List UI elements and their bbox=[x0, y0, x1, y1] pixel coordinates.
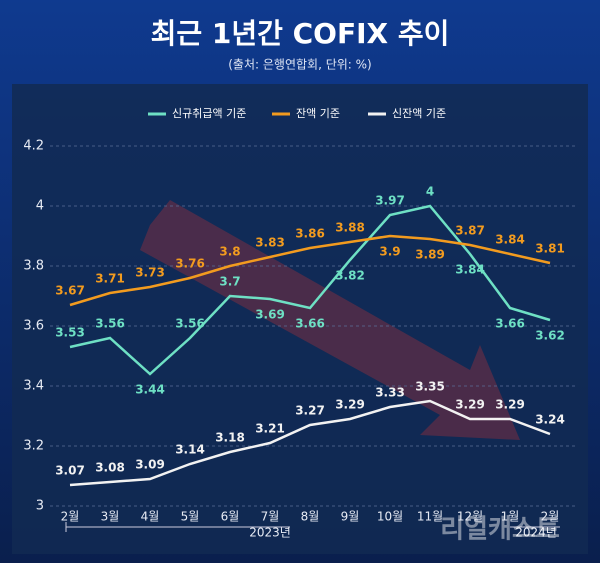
y-tick-label: 4.2 bbox=[23, 139, 44, 154]
data-label: 3.09 bbox=[135, 458, 165, 472]
x-tick-label: 9월 bbox=[341, 510, 360, 524]
y-tick-label: 3 bbox=[36, 499, 44, 514]
chart-subtitle: (출처: 은행연합회, 단위: %) bbox=[228, 57, 371, 72]
data-label: 3.29 bbox=[495, 398, 525, 412]
year-label: 2023년 bbox=[249, 526, 291, 540]
data-label: 3.81 bbox=[535, 242, 565, 256]
data-label: 3.69 bbox=[255, 308, 285, 322]
x-tick-label: 7월 bbox=[261, 510, 280, 524]
data-label: 3.9 bbox=[379, 245, 400, 259]
x-tick-label: 5월 bbox=[181, 510, 200, 524]
data-label: 3.56 bbox=[95, 317, 125, 331]
data-label: 3.88 bbox=[335, 221, 365, 235]
x-tick-label: 8월 bbox=[301, 510, 320, 524]
data-label: 3.27 bbox=[295, 404, 325, 418]
data-label: 3.89 bbox=[415, 248, 445, 262]
legend-label: 잔액 기준 bbox=[296, 107, 340, 120]
y-tick-label: 4 bbox=[36, 199, 44, 214]
data-label: 3.24 bbox=[535, 413, 565, 427]
data-label: 3.67 bbox=[55, 284, 85, 298]
y-tick-label: 3.2 bbox=[23, 439, 44, 454]
data-label: 3.7 bbox=[219, 275, 240, 289]
series-line bbox=[69, 399, 551, 487]
chart-title: 최근 1년간 COFIX 추이 bbox=[151, 17, 450, 50]
decor-arrow bbox=[140, 200, 520, 440]
x-tick-label: 2월 bbox=[61, 510, 80, 524]
series-line bbox=[69, 234, 551, 307]
legend-label: 신규취급액 기준 bbox=[172, 107, 246, 120]
x-tick-label: 1월 bbox=[501, 510, 520, 524]
data-label: 4 bbox=[426, 185, 434, 199]
data-label: 3.66 bbox=[495, 317, 525, 331]
x-tick-label: 12월 bbox=[457, 510, 483, 524]
data-label: 3.07 bbox=[55, 464, 85, 478]
data-label: 3.62 bbox=[535, 329, 565, 343]
data-label: 3.97 bbox=[375, 194, 405, 208]
data-label: 3.84 bbox=[455, 263, 485, 277]
data-label: 3.56 bbox=[175, 317, 205, 331]
data-label: 3.53 bbox=[55, 326, 85, 340]
data-label: 3.8 bbox=[219, 245, 240, 259]
data-label: 3.14 bbox=[175, 443, 205, 457]
data-label: 3.83 bbox=[255, 236, 285, 250]
x-tick-label: 2월 bbox=[541, 510, 560, 524]
data-label: 3.82 bbox=[335, 269, 365, 283]
data-label: 3.35 bbox=[415, 380, 445, 394]
data-label: 3.66 bbox=[295, 317, 325, 331]
data-label: 3.18 bbox=[215, 431, 245, 445]
legend-label: 신잔액 기준 bbox=[392, 107, 446, 120]
series-line bbox=[69, 204, 551, 376]
y-tick-label: 3.4 bbox=[23, 379, 44, 394]
data-label: 3.21 bbox=[255, 422, 285, 436]
plot-panel bbox=[12, 84, 588, 554]
x-tick-label: 4월 bbox=[141, 510, 160, 524]
data-label: 3.08 bbox=[95, 461, 125, 475]
data-label: 3.76 bbox=[175, 257, 205, 271]
data-label: 3.86 bbox=[295, 227, 325, 241]
data-label: 3.87 bbox=[455, 224, 485, 238]
data-label: 3.84 bbox=[495, 233, 525, 247]
data-label: 3.29 bbox=[455, 398, 485, 412]
data-label: 3.33 bbox=[375, 386, 405, 400]
watermark: 리얼캐스트 bbox=[440, 515, 560, 545]
data-label: 3.44 bbox=[135, 383, 165, 397]
data-label: 3.71 bbox=[95, 272, 125, 286]
year-label: 2024년 bbox=[515, 526, 557, 540]
x-tick-label: 6월 bbox=[221, 510, 240, 524]
data-label: 3.29 bbox=[335, 398, 365, 412]
x-tick-label: 11월 bbox=[417, 510, 443, 524]
y-tick-label: 3.6 bbox=[23, 319, 44, 334]
x-tick-label: 3월 bbox=[101, 510, 120, 524]
data-label: 3.73 bbox=[135, 266, 165, 280]
y-tick-label: 3.8 bbox=[23, 259, 44, 274]
x-tick-label: 10월 bbox=[377, 510, 403, 524]
